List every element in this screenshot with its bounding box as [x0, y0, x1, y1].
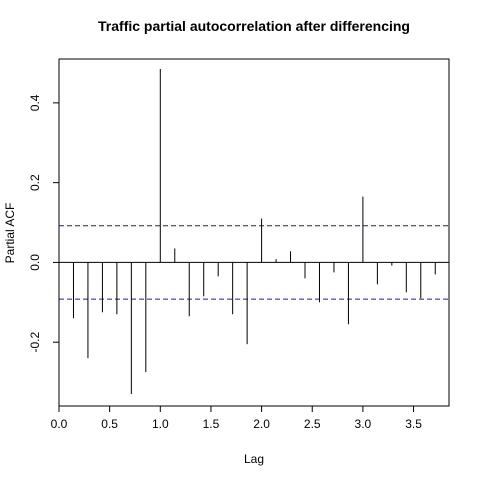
pacf-bars	[72, 68, 436, 395]
chart-title: Traffic partial autocorrelation after di…	[98, 18, 410, 34]
x-tick-label: 3.5	[405, 417, 422, 431]
x-tick-label: 3.0	[355, 417, 372, 431]
x-axis-label: Lag	[244, 452, 264, 466]
y-tick-label: 0.4	[28, 94, 42, 111]
x-axis: 0.0 0.5 1.0 1.5 2.0 2.5 3.0 3.5	[51, 405, 422, 431]
y-axis-label: Partial ACF	[3, 203, 17, 264]
x-tick-label: 2.5	[304, 417, 321, 431]
x-tick-label: 1.5	[203, 417, 220, 431]
plot-area	[58, 58, 450, 407]
x-tick-label: 0.0	[51, 417, 68, 431]
x-tick-label: 0.5	[101, 417, 118, 431]
x-tick-label: 1.0	[152, 417, 169, 431]
confidence-band	[59, 225, 449, 300]
x-tick-label: 2.0	[253, 417, 270, 431]
y-tick-label: 0.0	[28, 254, 42, 271]
y-axis: -0.2 0.0 0.2 0.4	[28, 94, 60, 353]
y-tick-label: 0.2	[28, 174, 42, 191]
plot-frame	[58, 58, 450, 407]
y-tick-label: -0.2	[28, 332, 42, 353]
